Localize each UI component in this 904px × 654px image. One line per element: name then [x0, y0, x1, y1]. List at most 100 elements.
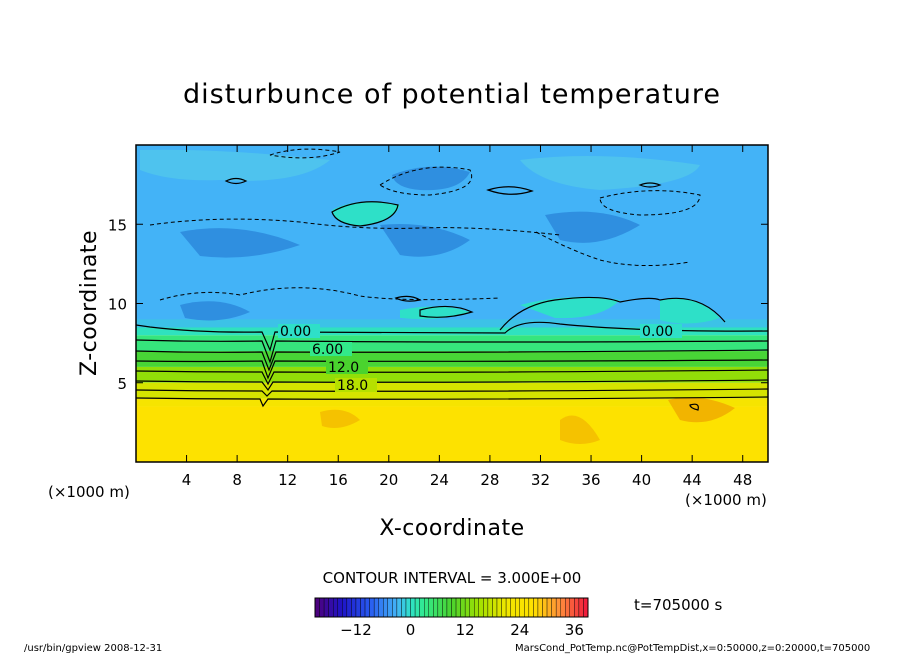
- y-axis-label: Z-coordinate: [77, 230, 102, 376]
- colorbar-cell: [351, 597, 357, 618]
- colorbar-cell: [401, 597, 407, 618]
- colorbar-cell: [455, 597, 461, 618]
- contour-label-bg-5: [640, 324, 682, 338]
- colorbar-cell: [442, 597, 448, 618]
- contour-ridge-1: [499, 296, 726, 331]
- contour-label-bg-3: [326, 360, 368, 374]
- colorbar-cell: [342, 597, 348, 618]
- field-bands: [136, 319, 768, 462]
- contour-closed-4: [638, 182, 662, 188]
- colorbar-cell: [337, 597, 343, 618]
- patch-orange-1: [668, 397, 735, 423]
- colorbar-cell: [505, 597, 511, 618]
- contour-label-bg-1: [278, 324, 320, 338]
- x-tick-label: 44: [683, 471, 702, 489]
- x-axis: 4 8 12 16 20 24 28 32 36 40 44 48: [182, 145, 752, 489]
- contour-neg-3-f: [269, 148, 341, 159]
- colorbar-cell: [565, 597, 571, 618]
- patch-dark-2: [180, 228, 300, 258]
- colorbar-tick-label: 0: [406, 621, 416, 639]
- contour-label-4: 18.0: [337, 378, 368, 394]
- contour-label-3: 12.0: [328, 360, 359, 376]
- colorbar-cell: [528, 597, 534, 618]
- colorbar-cell: [551, 597, 557, 618]
- colorbar-cell: [373, 597, 379, 618]
- x-unit-right: (×1000 m): [685, 491, 767, 509]
- colorbar-cell: [537, 597, 543, 618]
- contour-lines-dashed: [149, 148, 701, 301]
- patch-cyan-1: [332, 201, 400, 226]
- patch-dark-4: [545, 211, 640, 243]
- colorbar-cell: [405, 597, 411, 618]
- colorbar-cell: [437, 597, 443, 618]
- colorbar-frame: [314, 597, 589, 618]
- contour-label-1: 0.00: [280, 324, 311, 340]
- colorbar-cell: [533, 597, 539, 618]
- colorbar-cell: [542, 597, 548, 618]
- contour-label-bg-4: [335, 378, 377, 392]
- patch-orange-2: [320, 409, 360, 428]
- colorbar-cell: [578, 597, 584, 618]
- patch-light-1: [140, 149, 330, 181]
- chart-title: disturbunce of potential temperature: [183, 79, 721, 110]
- colorbar-cell: [424, 597, 429, 618]
- colorbar-cell: [555, 597, 561, 618]
- footer-left: /usr/bin/gpview 2008-12-31: [24, 643, 162, 654]
- x-tick-label: 48: [733, 471, 752, 489]
- y-axis: 5 10 15: [108, 216, 768, 393]
- x-tick-label: 20: [379, 471, 398, 489]
- contour-labels: 0.00 6.00 12.0 18.0 0.00: [278, 324, 682, 394]
- contour-closed-6: [419, 305, 474, 318]
- colorbar-cell: [460, 597, 466, 618]
- colorbar-cell: [414, 597, 420, 618]
- colorbar: [314, 597, 589, 618]
- colorbar-cell: [378, 597, 384, 618]
- contour-closed-2: [224, 177, 248, 185]
- colorbar-cell: [546, 597, 552, 618]
- colorbar-cell: [515, 597, 520, 618]
- contour-closed-3: [486, 186, 534, 195]
- contour-closed-7: [689, 403, 699, 411]
- colorbar-cell: [428, 597, 434, 618]
- field-band: [136, 351, 768, 367]
- colorbar-tick-label: 12: [456, 621, 475, 639]
- colorbar-cell: [392, 597, 398, 618]
- x-unit-left: (×1000 m): [48, 483, 130, 501]
- plot-area: 0.00 6.00 12.0 18.0 0.00: [136, 145, 768, 462]
- contour-label-bg-2: [310, 342, 352, 356]
- field-patches: [140, 149, 735, 444]
- colorbar-cell: [464, 597, 470, 618]
- contour-label-5: 0.00: [642, 324, 673, 340]
- contour-3: [136, 339, 768, 364]
- colorbar-cell: [369, 597, 375, 618]
- contour-closed-1: [331, 201, 399, 227]
- colorbar-cell: [501, 597, 507, 618]
- colorbar-cell: [510, 597, 516, 618]
- contour-interval: CONTOUR INTERVAL = 3.000E+00: [323, 569, 582, 587]
- colorbar-cell: [524, 597, 530, 618]
- colorbar-cell: [496, 597, 502, 618]
- colorbar-tick-label: −12: [340, 621, 372, 639]
- patch-light-2: [520, 156, 700, 190]
- field-band: [136, 335, 768, 352]
- patch-dark-1: [392, 166, 470, 191]
- colorbar-cell: [474, 597, 480, 618]
- x-tick-label: 32: [531, 471, 550, 489]
- x-tick-label: 12: [278, 471, 297, 489]
- field-band: [136, 406, 768, 462]
- colorbar-cell: [387, 597, 393, 618]
- colorbar-cell: [446, 597, 452, 618]
- x-tick-label: 4: [182, 471, 192, 489]
- patch-dark-3: [380, 224, 470, 257]
- colorbar-cell: [487, 597, 493, 618]
- y-tick-label: 10: [108, 296, 127, 314]
- colorbar-cell: [519, 597, 525, 618]
- colorbar-cell: [433, 597, 439, 618]
- contour-neg-3-e: [535, 231, 691, 267]
- field-band: [136, 398, 768, 407]
- contour-21: [136, 396, 768, 408]
- colorbar-tick-label: 36: [565, 621, 584, 639]
- x-tick-label: 24: [430, 471, 449, 489]
- time-label: t=705000 s: [634, 596, 722, 614]
- field-band: [136, 319, 768, 328]
